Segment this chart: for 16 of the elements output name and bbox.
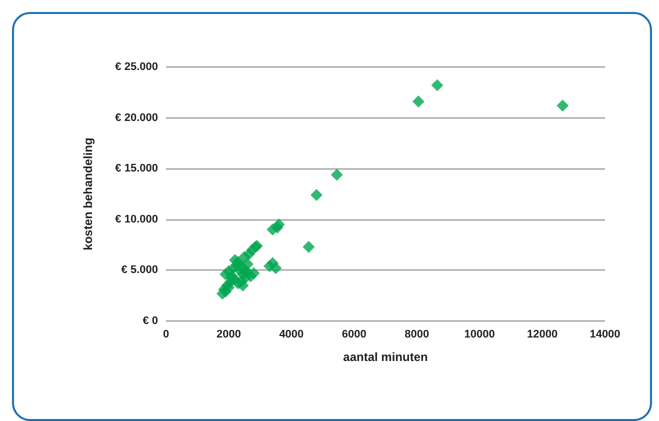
x-tick-label: 4000	[279, 328, 304, 340]
x-axis-title: aantal minuten	[343, 350, 428, 364]
y-tick-label: € 15.000	[115, 162, 158, 175]
x-tick-label: 8000	[404, 328, 430, 340]
y-axis-title: kosten behandeling	[81, 138, 95, 250]
y-tick-label: € 10.000	[115, 213, 158, 226]
y-tick-label: € 0	[142, 315, 158, 327]
x-tick-label: 0	[162, 328, 170, 340]
x-tick-label: 6000	[342, 328, 366, 340]
x-tick-label: 2000	[216, 328, 241, 340]
x-tick-label: 10000	[464, 328, 495, 340]
y-tick-label: € 5.000	[121, 264, 158, 276]
x-tick-label: 14000	[590, 328, 620, 340]
x-tick-label: 12000	[526, 328, 558, 340]
y-tick-label: € 25.000	[115, 61, 158, 73]
y-tick-label: € 20.000	[115, 112, 158, 124]
